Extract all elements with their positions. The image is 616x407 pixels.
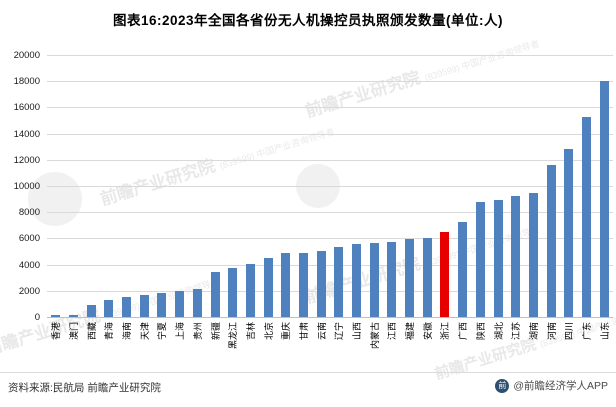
bar-山东 [599, 81, 609, 317]
x-axis-label: 浙江 [440, 322, 451, 341]
gridline [47, 81, 613, 82]
y-axis-tick-label: 16000 [13, 102, 40, 113]
y-axis-tick-label: 12000 [13, 155, 40, 166]
x-axis-label: 香港 [51, 322, 62, 341]
x-axis-label: 宁夏 [157, 322, 168, 341]
x-axis-label: 河南 [546, 322, 557, 341]
x-axis-label: 天津 [139, 322, 150, 341]
y-axis-tick-label: 14000 [13, 129, 40, 140]
bar-吉林 [245, 264, 255, 317]
x-axis-label: 湖北 [493, 322, 504, 341]
x-axis-label: 黑龙江 [228, 322, 239, 350]
x-axis-label: 内蒙古 [369, 322, 380, 350]
bar-山西 [352, 244, 362, 317]
x-axis-label: 山西 [352, 322, 363, 341]
app-credit: 前 @前瞻经济学人APP [495, 378, 608, 393]
x-axis-label: 甘肃 [298, 322, 309, 341]
x-axis-label: 上海 [175, 322, 186, 341]
y-axis-tick-label: 0 [34, 312, 40, 323]
x-axis-label: 云南 [316, 322, 327, 341]
x-axis-label: 青海 [104, 322, 115, 341]
bar-西藏 [86, 305, 96, 317]
x-axis-line [47, 317, 613, 318]
x-axis-label: 广西 [458, 322, 469, 341]
x-axis-label: 吉林 [245, 322, 256, 341]
bar-重庆 [281, 253, 291, 317]
watermark: 前瞻产业研究院 (839599) 中国产业咨询领导者 [98, 126, 336, 210]
bar-安徽 [422, 238, 432, 317]
y-axis-tick-label: 10000 [13, 181, 40, 192]
gridline [47, 238, 613, 239]
page-title: 图表16:2023年全国各省份无人机操控员执照颁发数量(单位:人) [112, 13, 504, 28]
source-note: 资料来源:民航局 前瞻产业研究院 [8, 382, 161, 394]
x-axis-label: 海南 [122, 322, 133, 341]
gridline [47, 160, 613, 161]
bar-辽宁 [334, 247, 344, 317]
bar-广西 [458, 222, 468, 317]
gridline [47, 186, 613, 187]
footer-divider [0, 372, 616, 373]
bar-青海 [104, 300, 114, 317]
y-axis-tick-label: 18000 [13, 76, 40, 87]
bar-广东 [581, 117, 591, 317]
x-axis-label: 江西 [387, 322, 398, 341]
y-axis-tick-label: 8000 [18, 207, 40, 218]
bar-河南 [546, 165, 556, 317]
x-axis-label: 辽宁 [334, 322, 345, 341]
x-axis-label: 湖南 [528, 322, 539, 341]
bar-江苏 [511, 196, 521, 317]
x-axis-label: 西藏 [86, 322, 97, 341]
bar-新疆 [210, 272, 220, 317]
bar-澳门 [69, 315, 79, 317]
x-axis-label: 四川 [564, 322, 575, 341]
x-axis-label: 安徽 [422, 322, 433, 341]
x-axis-label: 北京 [263, 322, 274, 341]
qianzhan-logo-icon: 前 [495, 378, 510, 393]
bar-海南 [122, 297, 132, 317]
x-axis-label: 重庆 [281, 322, 292, 341]
bar-内蒙古 [369, 243, 379, 317]
bar-贵州 [192, 289, 202, 317]
bar-上海 [175, 291, 185, 317]
x-axis-label: 贵州 [192, 322, 203, 341]
gridline [47, 55, 613, 56]
bar-香港 [51, 315, 61, 317]
bar-福建 [405, 239, 415, 317]
y-axis-tick-label: 20000 [13, 50, 40, 61]
gridline [47, 107, 613, 108]
bar-天津 [139, 295, 149, 317]
x-axis-label: 陕西 [475, 322, 486, 341]
bar-陕西 [475, 202, 485, 317]
bar-江西 [387, 242, 397, 317]
bar-四川 [564, 149, 574, 317]
bar-云南 [316, 251, 326, 317]
x-axis-label: 福建 [405, 322, 416, 341]
bar-浙江 [440, 232, 450, 317]
x-axis-label: 澳门 [69, 322, 80, 341]
x-axis-label: 广东 [581, 322, 592, 341]
gridline [47, 134, 613, 135]
x-axis-label: 山东 [599, 322, 610, 341]
gridline [47, 265, 613, 266]
x-axis-label: 新疆 [210, 322, 221, 341]
y-axis-tick-label: 4000 [18, 260, 40, 271]
bar-黑龙江 [228, 268, 238, 317]
bar-湖南 [528, 193, 538, 317]
gridline [47, 212, 613, 213]
bar-甘肃 [298, 253, 308, 317]
bar-宁夏 [157, 293, 167, 317]
x-axis-label: 江苏 [511, 322, 522, 341]
y-axis-tick-label: 2000 [18, 286, 40, 297]
app-credit-label: @前瞻经济学人APP [513, 380, 608, 392]
y-axis-tick-label: 6000 [18, 233, 40, 244]
bar-北京 [263, 258, 273, 317]
gridline [47, 291, 613, 292]
bar-湖北 [493, 200, 503, 317]
